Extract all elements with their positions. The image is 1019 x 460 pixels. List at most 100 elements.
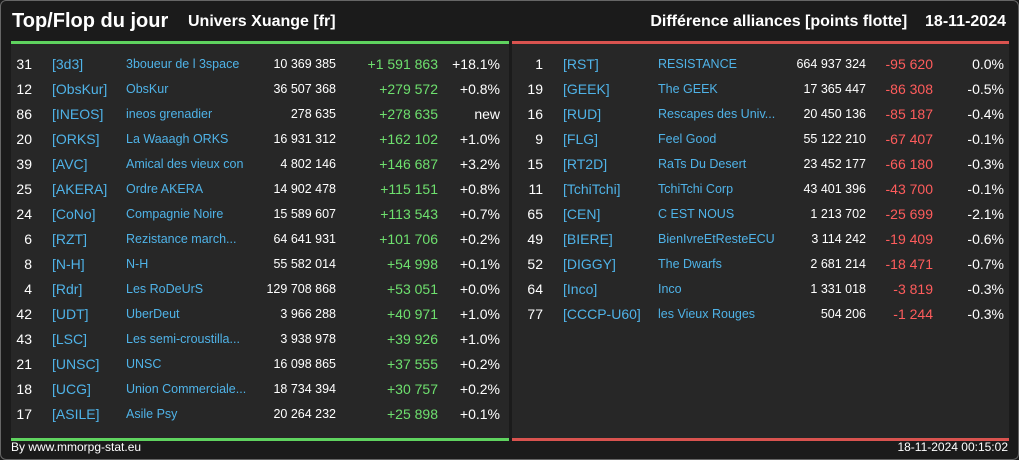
percent-cell: -0.5% [967, 81, 1004, 97]
difference-cell: -66 180 [885, 156, 933, 172]
alliance-name-link[interactable]: Feel Good [658, 132, 717, 146]
alliance-tag-link[interactable]: [BIERE] [563, 231, 613, 247]
alliance-tag-link[interactable]: [TchiTchi] [563, 181, 621, 197]
alliance-tag-link[interactable]: [LSC] [52, 331, 88, 347]
points-cell: 16 931 312 [273, 132, 336, 146]
alliance-name-link[interactable]: The GEEK [658, 82, 718, 96]
table-row: 31 [3d3] 3boueur de l 3space 10 369 385 +1 5… [11, 53, 509, 78]
alliance-tag-link[interactable]: [DIGGY] [563, 256, 616, 272]
alliance-tag-link[interactable]: [ObsKur] [52, 81, 108, 97]
alliance-tag-link[interactable]: [AVC] [52, 156, 88, 172]
difference-cell: -25 699 [885, 206, 933, 222]
alliance-tag-link[interactable]: [N-H] [52, 256, 85, 272]
alliance-tag-link[interactable]: [FLG] [563, 131, 599, 147]
alliance-tag-link[interactable]: [GEEK] [563, 81, 610, 97]
table-row: 17 [ASILE] Asile Psy 20 264 232 +25 898 +0.1% [11, 403, 509, 428]
rank-cell: 77 [527, 306, 543, 322]
percent-cell: +0.7% [459, 206, 500, 222]
difference-cell: -43 700 [885, 181, 933, 197]
panel-divider [509, 41, 512, 441]
alliance-name-link[interactable]: Les RoDeUrS [126, 282, 204, 296]
rank-cell: 31 [16, 56, 32, 72]
points-cell: 20 450 136 [803, 107, 866, 121]
table-row: 19 [GEEK] The GEEK 17 365 447 -86 308 -0.5% [512, 78, 1009, 103]
rank-cell: 25 [16, 181, 32, 197]
rank-cell: 8 [24, 256, 32, 272]
percent-cell: new [474, 106, 500, 122]
universe-label: Univers Xuange [fr] [188, 13, 336, 30]
alliance-name-link[interactable]: Rezistance march... [126, 232, 237, 246]
table-row: 24 [CoNo] Compagnie Noire 15 589 607 +113 54… [11, 203, 509, 228]
alliance-name-link[interactable]: UberDeut [126, 307, 180, 321]
alliance-tag-link[interactable]: [AKERA] [52, 181, 108, 197]
alliance-name-link[interactable]: The Dwarfs [658, 257, 722, 271]
alliance-name-link[interactable]: ObsKur [126, 82, 169, 96]
alliance-name-link[interactable]: Amical des vieux con [126, 157, 244, 171]
table-row: 43 [LSC] Les semi-croustilla... 3 938 978 +3… [11, 328, 509, 353]
alliance-tag-link[interactable]: [UDT] [52, 306, 89, 322]
alliance-tag-link[interactable]: [RT2D] [563, 156, 608, 172]
rank-cell: 52 [527, 256, 543, 272]
difference-cell: +146 687 [379, 156, 438, 172]
alliance-name-link[interactable]: les Vieux Rouges [658, 307, 756, 321]
alliance-name-link[interactable]: Compagnie Noire [126, 207, 224, 221]
alliance-tag-link[interactable]: [CCCP-U60] [563, 306, 641, 322]
alliance-name-link[interactable]: Rescapes des Univ... [658, 107, 776, 121]
alliance-tag-link[interactable]: [ORKS] [52, 131, 100, 147]
rank-cell: 39 [16, 156, 32, 172]
rank-cell: 19 [527, 81, 543, 97]
alliance-tag-link[interactable]: [Rdr] [52, 281, 83, 297]
alliance-name-link[interactable]: Union Commerciale... [126, 382, 247, 396]
alliance-tag-link[interactable]: [RUD] [563, 106, 602, 122]
alliance-tag-link[interactable]: [CoNo] [52, 206, 96, 222]
generated-timestamp: 18-11-2024 00:15:02 [897, 440, 1008, 454]
alliance-name-link[interactable]: BienIvreEtResteECU [658, 232, 775, 246]
alliance-tag-link[interactable]: [INEOS] [52, 106, 104, 122]
difference-cell: +162 102 [379, 131, 438, 147]
alliance-name-link[interactable]: RESISTANCE [658, 57, 737, 71]
rank-cell: 4 [24, 281, 32, 297]
percent-cell: -0.3% [967, 306, 1004, 322]
alliance-tag-link[interactable]: [ASILE] [52, 406, 100, 422]
table-row: 77 [CCCP-U60] les Vieux Rouges 504 206 -1 24… [512, 303, 1009, 328]
alliance-tag-link[interactable]: [UCG] [52, 381, 91, 397]
alliance-name-link[interactable]: Les semi-croustilla... [126, 332, 240, 346]
alliance-name-link[interactable]: ineos grenadier [126, 107, 213, 121]
alliance-name-link[interactable]: C EST NOUS [658, 207, 735, 221]
alliance-name-link[interactable]: TchiTchi Corp [658, 182, 734, 196]
alliance-name-link[interactable]: La Waaagh ORKS [126, 132, 229, 146]
alliance-name-link[interactable]: RaTs Du Desert [658, 157, 747, 171]
alliance-name-link[interactable]: Inco [658, 282, 682, 296]
alliance-tag-link[interactable]: [UNSC] [52, 356, 100, 372]
table-row: 64 [Inco] Inco 1 331 018 -3 819 -0.3% [512, 278, 1009, 303]
percent-cell: -2.1% [967, 206, 1004, 222]
rank-cell: 42 [16, 306, 32, 322]
alliance-tag-link[interactable]: [3d3] [52, 56, 84, 72]
alliance-name-link[interactable]: Asile Psy [126, 407, 178, 421]
rank-cell: 15 [527, 156, 543, 172]
alliance-tag-link[interactable]: [RST] [563, 56, 599, 72]
flop-list: 1 [RST] RESISTANCE 664 937 324 -95 620 0.0% 19… [512, 53, 1009, 328]
percent-cell: +0.2% [459, 356, 500, 372]
points-cell: 3 938 978 [280, 332, 336, 346]
rank-cell: 1 [535, 56, 543, 72]
percent-cell: +0.1% [459, 406, 500, 422]
rank-cell: 18 [16, 381, 32, 397]
percent-cell: -0.1% [967, 131, 1004, 147]
alliance-tag-link[interactable]: [Inco] [563, 281, 598, 297]
percent-cell: -0.6% [967, 231, 1004, 247]
percent-cell: +0.0% [459, 281, 500, 297]
alliance-tag-link[interactable]: [CEN] [563, 206, 601, 222]
difference-cell: +113 543 [380, 206, 438, 222]
difference-cell: +40 971 [387, 306, 438, 322]
alliance-tag-link[interactable]: [RZT] [52, 231, 87, 247]
points-cell: 55 122 210 [803, 132, 866, 146]
alliance-name-link[interactable]: UNSC [126, 357, 162, 371]
difference-cell: -18 471 [885, 256, 933, 272]
table-row: 65 [CEN] C EST NOUS 1 213 702 -25 699 -2.1% [512, 203, 1009, 228]
points-cell: 1 331 018 [810, 282, 866, 296]
points-cell: 43 401 396 [803, 182, 866, 196]
alliance-name-link[interactable]: 3boueur de l 3space [126, 57, 240, 71]
alliance-name-link[interactable]: Ordre AKERA [126, 182, 204, 196]
alliance-name-link[interactable]: N-H [126, 257, 149, 271]
